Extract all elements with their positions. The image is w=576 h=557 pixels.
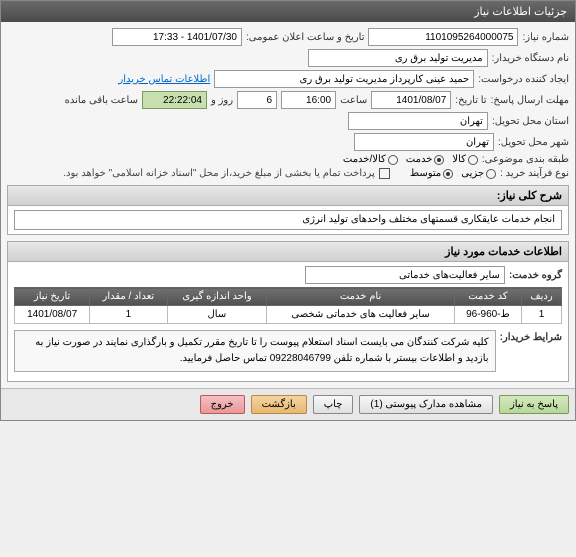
radio-icon bbox=[434, 155, 444, 165]
table-row: 1 ط-960-96 سایر فعالیت های خدماتی شخصی س… bbox=[15, 306, 562, 324]
city-label: شهر محل تحویل: bbox=[498, 137, 569, 148]
services-header: اطلاعات خدمات مورد نیاز bbox=[8, 242, 568, 262]
buyer-cond-text: کلیه شرکت کنندگان می بایست اسناد استعلام… bbox=[14, 330, 496, 372]
exit-button[interactable]: خروج bbox=[200, 395, 245, 414]
print-button[interactable]: چاپ bbox=[313, 395, 354, 414]
need-details-window: جزئیات اطلاعات نیاز شماره نیاز: 11010952… bbox=[0, 0, 576, 421]
radio-medium[interactable]: متوسط bbox=[410, 168, 453, 179]
td-name: سایر فعالیت های خدماتی شخصی bbox=[267, 306, 455, 324]
form-content: شماره نیاز: 1101095264000075 تاریخ و ساع… bbox=[1, 22, 575, 388]
services-table: ردیف کد خدمت نام خدمت واحد اندازه گیری ت… bbox=[14, 287, 562, 324]
category-radio-group: کالا خدمت کالا/خدمت bbox=[343, 154, 478, 165]
back-button[interactable]: بازگشت bbox=[251, 395, 307, 414]
window-title: جزئیات اطلاعات نیاز bbox=[474, 6, 567, 18]
deadline-to-label: تا تاریخ: bbox=[455, 95, 486, 106]
service-group-label: گروه خدمت: bbox=[509, 270, 562, 281]
need-no-label: شماره نیاز: bbox=[522, 32, 569, 43]
announce-field: 1401/07/30 - 17:33 bbox=[112, 28, 242, 46]
td-code: ط-960-96 bbox=[454, 306, 521, 324]
requester-field: حمید عینی کارپرداز مدیریت تولید برق ری bbox=[214, 70, 474, 88]
time-label: ساعت bbox=[340, 95, 367, 106]
table-header-row: ردیف کد خدمت نام خدمت واحد اندازه گیری ت… bbox=[15, 288, 562, 306]
org-label: نام دستگاه خریدار: bbox=[492, 53, 569, 64]
purchase-type-label: نوع فرآیند خرید : bbox=[500, 168, 569, 179]
contact-info-link[interactable]: اطلاعات تماس خریدار bbox=[118, 74, 210, 85]
radio-icon bbox=[486, 169, 496, 179]
service-group-field: سایر فعالیت‌های خدماتی bbox=[305, 266, 505, 284]
announce-label: تاریخ و ساعت اعلان عمومی: bbox=[246, 32, 365, 43]
th-unit: واحد اندازه گیری bbox=[167, 288, 267, 306]
days-label: روز و bbox=[211, 95, 233, 106]
purchase-type-radio-group: جزیی متوسط bbox=[410, 168, 496, 179]
province-label: استان محل تحویل: bbox=[492, 116, 569, 127]
deadline-time-field: 16:00 bbox=[281, 91, 336, 109]
org-field: مدیریت تولید برق ری bbox=[308, 49, 488, 67]
remaining-label: ساعت باقی مانده bbox=[65, 95, 138, 106]
deadline-label: مهلت ارسال پاسخ: bbox=[491, 95, 569, 106]
radio-goods[interactable]: کالا bbox=[452, 154, 478, 165]
deadline-date-field: 1401/08/07 bbox=[371, 91, 451, 109]
td-unit: سال bbox=[167, 306, 267, 324]
td-date: 1401/08/07 bbox=[15, 306, 90, 324]
need-no-field: 1101095264000075 bbox=[368, 28, 518, 46]
services-section: اطلاعات خدمات مورد نیاز گروه خدمت: سایر … bbox=[7, 241, 569, 382]
action-bar: پاسخ به نیاز مشاهده مدارک پیوستی (1) چاپ… bbox=[1, 388, 575, 420]
need-desc-header: شرح کلی نیاز: bbox=[8, 186, 568, 206]
td-row: 1 bbox=[522, 306, 562, 324]
need-desc-section: شرح کلی نیاز: انجام خدمات عایقکاری قسمته… bbox=[7, 185, 569, 235]
buyer-cond-label: شرایط خریدار: bbox=[500, 328, 562, 343]
treasury-note: پرداخت تمام یا بخشی از مبلغ خرید،از محل … bbox=[63, 168, 375, 179]
radio-small[interactable]: جزیی bbox=[461, 168, 496, 179]
td-qty: 1 bbox=[90, 306, 167, 324]
attachments-button[interactable]: مشاهده مدارک پیوستی (1) bbox=[359, 395, 493, 414]
radio-icon bbox=[468, 155, 478, 165]
window-title-bar: جزئیات اطلاعات نیاز bbox=[1, 1, 575, 22]
th-code: کد خدمت bbox=[454, 288, 521, 306]
th-name: نام خدمت bbox=[267, 288, 455, 306]
city-field: تهران bbox=[354, 133, 494, 151]
radio-icon bbox=[443, 169, 453, 179]
reply-button[interactable]: پاسخ به نیاز bbox=[499, 395, 569, 414]
th-qty: تعداد / مقدار bbox=[90, 288, 167, 306]
days-field: 6 bbox=[237, 91, 277, 109]
radio-both[interactable]: کالا/خدمت bbox=[343, 154, 398, 165]
th-row: ردیف bbox=[522, 288, 562, 306]
province-field: تهران bbox=[348, 112, 488, 130]
radio-service[interactable]: خدمت bbox=[406, 154, 445, 165]
requester-label: ایجاد کننده درخواست: bbox=[478, 74, 569, 85]
need-desc-text: انجام خدمات عایقکاری قسمتهای مختلف واحده… bbox=[14, 210, 562, 230]
treasury-checkbox[interactable] bbox=[379, 168, 390, 179]
remaining-time-field: 22:22:04 bbox=[142, 91, 207, 109]
th-date: تاریخ نیاز bbox=[15, 288, 90, 306]
radio-icon bbox=[388, 155, 398, 165]
category-label: طبقه بندی موضوعی: bbox=[482, 154, 569, 165]
